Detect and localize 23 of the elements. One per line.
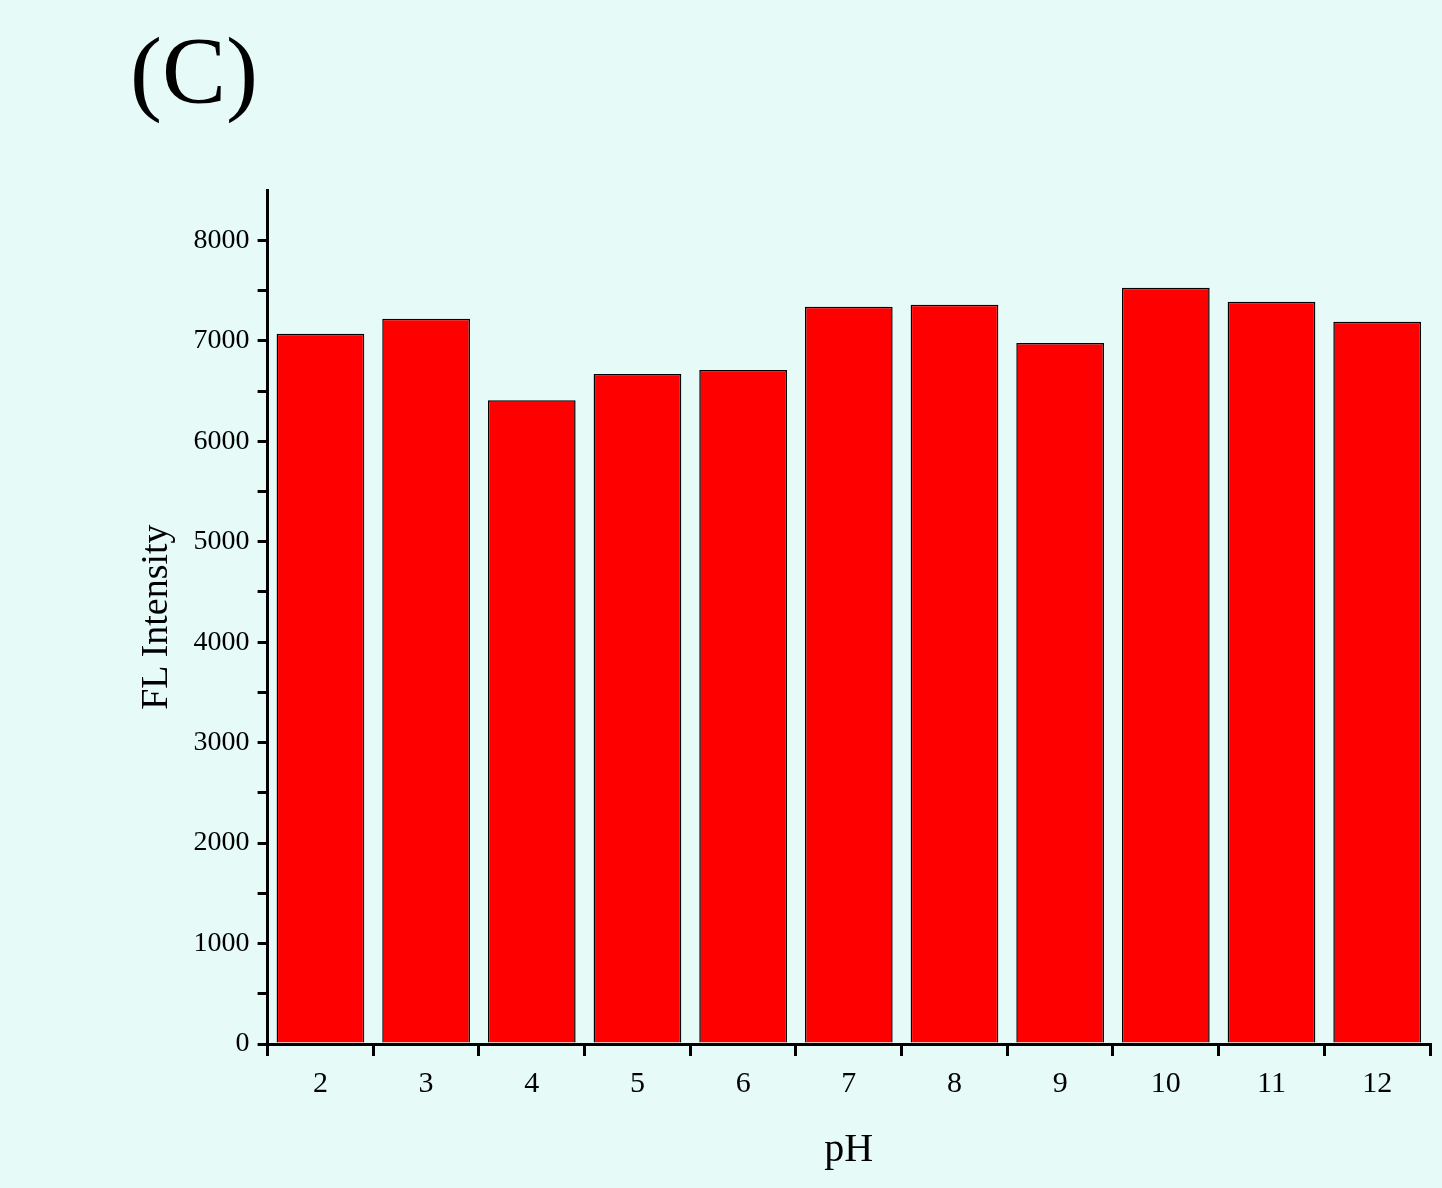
x-tick-label: 5 bbox=[629, 1064, 645, 1098]
chart-title: (C) bbox=[130, 16, 258, 124]
x-tick-label: 6 bbox=[735, 1064, 751, 1098]
x-tick-label: 10 bbox=[1150, 1064, 1181, 1098]
x-tick-label: 8 bbox=[946, 1064, 962, 1098]
y-tick-label: 6000 bbox=[193, 423, 250, 455]
y-tick-label: 5000 bbox=[193, 524, 250, 556]
x-tick-label: 9 bbox=[1052, 1064, 1068, 1098]
y-tick-label: 7000 bbox=[193, 323, 250, 355]
y-tick-label: 0 bbox=[235, 1026, 250, 1058]
x-tick-label: 4 bbox=[524, 1064, 540, 1098]
x-tick-label: 2 bbox=[312, 1064, 328, 1098]
y-tick-label: 4000 bbox=[193, 624, 250, 656]
x-tick-label: 11 bbox=[1257, 1064, 1286, 1098]
x-axis-title: pH bbox=[824, 1124, 874, 1170]
y-tick-label: 8000 bbox=[193, 222, 250, 254]
y-tick-label: 2000 bbox=[193, 825, 250, 857]
x-tick-label: 7 bbox=[841, 1064, 857, 1098]
y-axis-title: FL Intensity bbox=[132, 524, 175, 710]
x-tick-label: 12 bbox=[1362, 1064, 1393, 1098]
y-tick-label: 1000 bbox=[193, 925, 250, 957]
x-tick-label: 3 bbox=[418, 1064, 434, 1098]
y-tick-label: 3000 bbox=[193, 725, 250, 757]
